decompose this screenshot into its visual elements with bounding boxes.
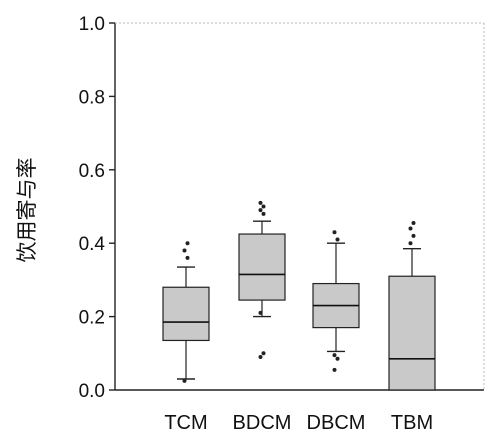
outlier-point — [411, 221, 416, 226]
box-dbcm — [312, 230, 360, 372]
y-tick-label: 0.4 — [79, 234, 106, 255]
outlier-point — [258, 310, 263, 315]
outlier-point — [408, 241, 413, 246]
y-tick-label: 0.8 — [79, 87, 105, 108]
x-category-label: TBM — [391, 412, 433, 434]
x-category-label: TCM — [164, 412, 207, 434]
box-tbm — [388, 221, 436, 391]
outlier-point — [182, 248, 187, 253]
outlier-point — [261, 211, 266, 216]
outlier-point — [185, 255, 190, 260]
y-tick-label: 1.0 — [79, 14, 105, 35]
box-iqr — [162, 286, 210, 342]
outlier-point — [258, 208, 263, 213]
outlier-point — [332, 230, 337, 235]
outlier-point — [258, 200, 263, 205]
x-category-label: DBCM — [307, 412, 366, 434]
y-axis-title: 饮用寄与率 — [15, 158, 39, 263]
box-tcm — [162, 241, 210, 383]
outlier-point — [261, 351, 266, 356]
outlier-point — [332, 367, 337, 372]
y-tick-label: 0.6 — [79, 161, 105, 182]
outlier-point — [332, 353, 337, 358]
outlier-point — [408, 226, 413, 231]
box-iqr — [238, 233, 286, 301]
y-tick-label: 0.2 — [79, 308, 105, 329]
boxes — [162, 200, 436, 391]
box-iqr — [388, 275, 436, 391]
outlier-point — [261, 204, 266, 209]
outlier-point — [411, 233, 416, 238]
y-tick-label: 0.0 — [79, 381, 105, 402]
outlier-point — [258, 354, 263, 359]
outlier-point — [185, 241, 190, 246]
outlier-point — [335, 356, 340, 361]
x-axis-labels: TCM BDCM DBCM TBM — [164, 412, 433, 434]
outlier-point — [335, 237, 340, 242]
x-category-label: BDCM — [233, 412, 292, 434]
box-bdcm — [238, 200, 286, 359]
y-axis: 0.0 0.2 0.4 0.6 0.8 1.0 — [79, 14, 115, 402]
outlier-point — [182, 378, 187, 383]
